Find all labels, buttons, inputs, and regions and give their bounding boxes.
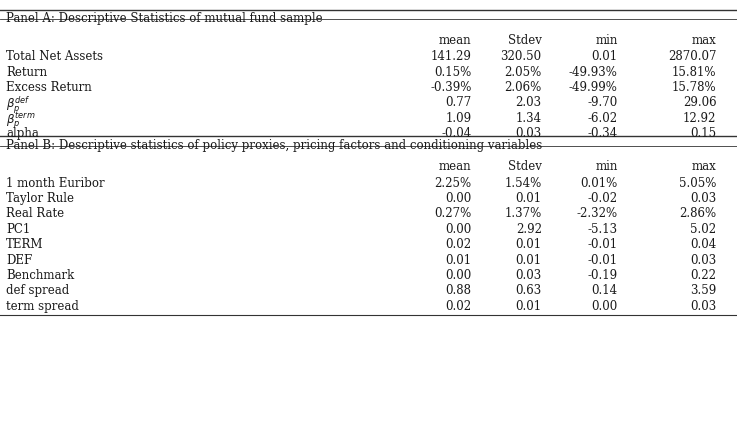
Text: 0.03: 0.03 — [690, 300, 716, 313]
Text: 15.81%: 15.81% — [672, 65, 716, 79]
Text: -0.19: -0.19 — [587, 269, 618, 282]
Text: Panel B: Descriptive statistics of policy proxies, pricing factors and condition: Panel B: Descriptive statistics of polic… — [6, 139, 542, 152]
Text: $\beta_p^{def}$: $\beta_p^{def}$ — [6, 95, 30, 116]
Text: 2.25%: 2.25% — [435, 177, 472, 190]
Text: TERM: TERM — [6, 238, 43, 251]
Text: -0.01: -0.01 — [587, 254, 618, 267]
Text: 0.03: 0.03 — [515, 269, 542, 282]
Text: 0.01: 0.01 — [516, 300, 542, 313]
Text: -0.01: -0.01 — [587, 238, 618, 251]
Text: 12.92: 12.92 — [683, 112, 716, 125]
Text: 0.14: 0.14 — [592, 284, 618, 297]
Text: 320.50: 320.50 — [500, 50, 542, 63]
Text: 5.02: 5.02 — [691, 223, 716, 236]
Text: 0.03: 0.03 — [690, 192, 716, 205]
Text: 2870.07: 2870.07 — [668, 50, 716, 63]
Text: 0.27%: 0.27% — [434, 207, 472, 220]
Text: Stdev: Stdev — [508, 34, 542, 47]
Text: def spread: def spread — [6, 284, 69, 297]
Text: 0.00: 0.00 — [445, 223, 472, 236]
Text: 0.01: 0.01 — [516, 192, 542, 205]
Text: 0.01: 0.01 — [446, 254, 472, 267]
Text: 1.37%: 1.37% — [504, 207, 542, 220]
Text: 3.59: 3.59 — [690, 284, 716, 297]
Text: 0.02: 0.02 — [446, 238, 472, 251]
Text: Real Rate: Real Rate — [6, 207, 64, 220]
Text: Benchmark: Benchmark — [6, 269, 74, 282]
Text: min: min — [595, 34, 618, 47]
Text: alpha: alpha — [6, 127, 39, 140]
Text: -6.02: -6.02 — [587, 112, 618, 125]
Text: 2.92: 2.92 — [516, 223, 542, 236]
Text: PC1: PC1 — [6, 223, 30, 236]
Text: 0.88: 0.88 — [446, 284, 472, 297]
Text: mean: mean — [439, 34, 472, 47]
Text: 2.03: 2.03 — [516, 96, 542, 110]
Text: 0.15: 0.15 — [691, 127, 716, 140]
Text: Taylor Rule: Taylor Rule — [6, 192, 74, 205]
Text: -9.70: -9.70 — [587, 96, 618, 110]
Text: 0.01: 0.01 — [516, 238, 542, 251]
Text: 1.34: 1.34 — [516, 112, 542, 125]
Text: Stdev: Stdev — [508, 160, 542, 173]
Text: 2.06%: 2.06% — [504, 81, 542, 94]
Text: 0.77: 0.77 — [445, 96, 472, 110]
Text: 0.15%: 0.15% — [434, 65, 472, 79]
Text: min: min — [595, 160, 618, 173]
Text: mean: mean — [439, 160, 472, 173]
Text: -0.02: -0.02 — [587, 192, 618, 205]
Text: -49.93%: -49.93% — [569, 65, 618, 79]
Text: 29.06: 29.06 — [682, 96, 716, 110]
Text: 0.01: 0.01 — [516, 254, 542, 267]
Text: -0.04: -0.04 — [441, 127, 472, 140]
Text: DEF: DEF — [6, 254, 32, 267]
Text: 2.05%: 2.05% — [504, 65, 542, 79]
Text: 5.05%: 5.05% — [679, 177, 716, 190]
Text: 2.86%: 2.86% — [680, 207, 716, 220]
Text: 1 month Euribor: 1 month Euribor — [6, 177, 105, 190]
Text: -5.13: -5.13 — [587, 223, 618, 236]
Text: 15.78%: 15.78% — [671, 81, 716, 94]
Text: term spread: term spread — [6, 300, 79, 313]
Text: 0.00: 0.00 — [445, 269, 472, 282]
Text: 0.00: 0.00 — [445, 192, 472, 205]
Text: 0.01%: 0.01% — [580, 177, 618, 190]
Text: Total Net Assets: Total Net Assets — [6, 50, 103, 63]
Text: 1.09: 1.09 — [446, 112, 472, 125]
Text: 1.54%: 1.54% — [504, 177, 542, 190]
Text: max: max — [691, 34, 716, 47]
Text: 0.00: 0.00 — [591, 300, 618, 313]
Text: 141.29: 141.29 — [431, 50, 472, 63]
Text: 0.01: 0.01 — [592, 50, 618, 63]
Text: -0.39%: -0.39% — [430, 81, 472, 94]
Text: 0.22: 0.22 — [691, 269, 716, 282]
Text: -0.34: -0.34 — [587, 127, 618, 140]
Text: $\beta_p^{term}$: $\beta_p^{term}$ — [6, 110, 35, 131]
Text: -2.32%: -2.32% — [576, 207, 618, 220]
Text: 0.02: 0.02 — [446, 300, 472, 313]
Text: Panel A: Descriptive Statistics of mutual fund sample: Panel A: Descriptive Statistics of mutua… — [6, 12, 323, 25]
Text: 0.04: 0.04 — [690, 238, 716, 251]
Text: max: max — [691, 160, 716, 173]
Text: -49.99%: -49.99% — [569, 81, 618, 94]
Text: Excess Return: Excess Return — [6, 81, 91, 94]
Text: 0.63: 0.63 — [515, 284, 542, 297]
Text: 0.03: 0.03 — [515, 127, 542, 140]
Text: Return: Return — [6, 65, 47, 79]
Text: 0.03: 0.03 — [690, 254, 716, 267]
